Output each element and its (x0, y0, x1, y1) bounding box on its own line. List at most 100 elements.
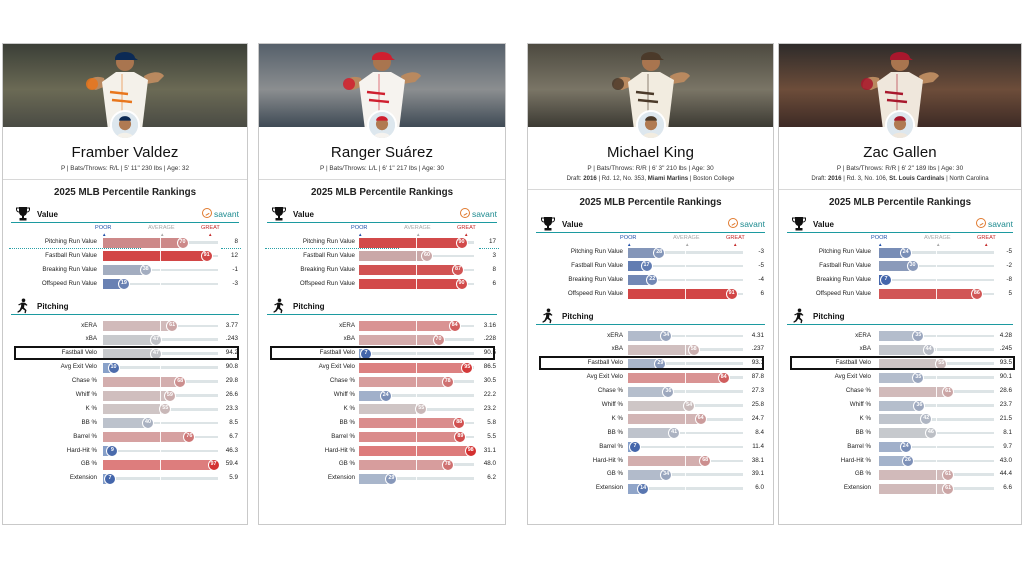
metric-row[interactable]: Pitching Run Value 90 17 (259, 235, 505, 249)
metric-row[interactable]: Fastball Velo 47 94.2 (3, 346, 247, 361)
metric-row[interactable]: Pitching Run Value 24 -5 (779, 245, 1021, 259)
metric-row[interactable]: Fastball Velo 7 90.5 (259, 346, 505, 361)
percentile-bar (879, 331, 920, 342)
metric-row[interactable]: Chase % 78 30.5 (259, 374, 505, 388)
metric-row[interactable]: BB % 46 8.1 (779, 426, 1021, 440)
metric-row[interactable]: Fastball Run Value 17 -5 (528, 259, 773, 273)
metric-row[interactable]: BB % 41 8.4 (528, 426, 773, 440)
metric-row[interactable]: xBA 47 .243 (3, 332, 247, 346)
metric-row[interactable]: xERA 61 3.77 (3, 319, 247, 333)
percentile-badge: 42 (920, 413, 933, 426)
metric-row[interactable]: Hard-Hit % 98 31.1 (259, 444, 505, 458)
average-line (160, 473, 161, 485)
metric-row[interactable]: Offspeed Run Value 86 5 (779, 287, 1021, 301)
metric-label: K % (85, 404, 97, 412)
metric-value: 24.7 (751, 414, 764, 422)
metric-row[interactable]: Hard-Hit % 9 46.3 (3, 444, 247, 458)
metric-row[interactable]: K % 55 23.2 (259, 402, 505, 416)
metric-row[interactable]: xBA 44 .245 (779, 342, 1021, 356)
metric-row[interactable]: Offspeed Run Value 19 -3 (3, 277, 247, 291)
metric-label: GB % (606, 470, 623, 478)
metric-row[interactable]: Avg Exit Velo 84 87.8 (528, 370, 773, 384)
metric-row[interactable]: Extension 7 5.9 (3, 471, 247, 485)
metric-label: Barrel % (331, 432, 355, 440)
percentile-badge: 70 (176, 236, 189, 249)
metric-row[interactable]: Whiff % 54 25.8 (528, 398, 773, 412)
metric-row[interactable]: GB % 61 44.4 (779, 467, 1021, 481)
metric-row[interactable]: Fastball Run Value 30 -2 (779, 259, 1021, 273)
percentile-badge: 36 (662, 385, 675, 398)
metric-row[interactable]: xERA 34 4.31 (528, 329, 773, 343)
pitcher-figure (339, 48, 425, 127)
scale-avg-label: AVERAGE ▲ (673, 235, 700, 247)
metric-row[interactable]: Barrel % 7 11.4 (528, 440, 773, 454)
metric-row[interactable]: xBA 70 .228 (259, 332, 505, 346)
metric-label: BB % (855, 428, 871, 436)
metric-row[interactable]: Breaking Run Value 87 8 (259, 263, 505, 277)
metric-row[interactable]: K % 55 23.3 (3, 402, 247, 416)
savant-logo[interactable]: savant (459, 208, 497, 219)
metric-row[interactable]: Breaking Run Value 22 -4 (528, 273, 773, 287)
metric-row[interactable]: Chase % 68 29.8 (3, 374, 247, 388)
metric-row[interactable]: Hard-Hit % 26 43.0 (779, 454, 1021, 468)
metric-row[interactable]: Pitching Run Value 70 8 (3, 235, 247, 249)
metric-row[interactable]: Extension 61 6.6 (779, 481, 1021, 495)
savant-logo[interactable]: savant (727, 218, 765, 229)
average-line (160, 390, 161, 402)
average-line (685, 386, 686, 398)
metric-row[interactable]: BB % 40 8.5 (3, 416, 247, 430)
percentile-badge: 59 (163, 389, 176, 402)
metric-row[interactable]: Avg Exit Velo 95 86.5 (259, 360, 505, 374)
metric-row[interactable]: Chase % 36 27.3 (528, 384, 773, 398)
metric-label: Whiff % (601, 401, 623, 409)
metric-row[interactable]: GB % 78 48.0 (259, 457, 505, 471)
metric-row[interactable]: Whiff % 36 23.7 (779, 398, 1021, 412)
metric-row[interactable]: xERA 84 3.16 (259, 319, 505, 333)
metric-row[interactable]: Offspeed Run Value 91 6 (528, 287, 773, 301)
metric-row[interactable]: Breaking Run Value 38 -1 (3, 263, 247, 277)
percentile-bar (879, 414, 928, 425)
metric-row[interactable]: Pitching Run Value 28 -3 (528, 245, 773, 259)
metric-row[interactable]: Fastball Run Value 60 3 (259, 249, 505, 263)
metric-row[interactable]: Breaking Run Value 7 -8 (779, 273, 1021, 287)
metric-row[interactable]: Offspeed Run Value 90 6 (259, 277, 505, 291)
metric-row[interactable]: Chase % 61 28.6 (779, 384, 1021, 398)
percentile-badge: 26 (901, 455, 914, 468)
section-divider (779, 189, 1021, 190)
metric-row[interactable]: Barrel % 89 5.5 (259, 430, 505, 444)
percentile-bar (359, 390, 387, 401)
metric-row[interactable]: Extension 14 6.0 (528, 481, 773, 495)
metric-row[interactable]: Hard-Hit % 68 38.1 (528, 454, 773, 468)
scale-great-label: GREAT ▲ (726, 235, 745, 247)
scale-poor-label: POOR ▲ (95, 225, 112, 237)
metric-row[interactable]: Extension 29 6.2 (259, 471, 505, 485)
average-line (416, 264, 417, 276)
metric-row[interactable]: Barrel % 24 9.7 (779, 440, 1021, 454)
metric-row[interactable]: Barrel % 76 6.7 (3, 430, 247, 444)
metric-row[interactable]: Fastball Velo 55 93.5 (779, 356, 1021, 371)
metric-value: .245 (999, 345, 1012, 353)
metric-row[interactable]: K % 42 21.5 (779, 412, 1021, 426)
metric-row[interactable]: Avg Exit Velo 35 90.1 (779, 370, 1021, 384)
metric-row[interactable]: xBA 58 .237 (528, 342, 773, 356)
savant-logo[interactable]: savant (201, 208, 239, 219)
metric-row[interactable]: BB % 88 5.8 (259, 416, 505, 430)
metric-label: Avg Exit Velo (586, 373, 623, 381)
value-section-header: Value savant (267, 206, 497, 223)
average-line (685, 330, 686, 342)
metric-row[interactable]: K % 64 24.7 (528, 412, 773, 426)
metric-row[interactable]: Fastball Run Value 91 12 (3, 249, 247, 263)
percentile-bar (879, 261, 914, 272)
metric-row[interactable]: Whiff % 24 22.2 (259, 388, 505, 402)
savant-logo[interactable]: savant (975, 218, 1013, 229)
metric-row[interactable]: Avg Exit Velo 10 90.8 (3, 360, 247, 374)
value-section-label: Value (813, 220, 834, 229)
metric-row[interactable]: Fastball Velo 29 93.1 (528, 356, 773, 371)
metric-row[interactable]: xERA 35 4.28 (779, 329, 1021, 343)
percentile-badge: 44 (922, 343, 935, 356)
metric-row[interactable]: GB % 34 39.1 (528, 467, 773, 481)
scale-great-label: GREAT ▲ (201, 225, 220, 237)
percentile-badge: 61 (166, 320, 179, 333)
metric-row[interactable]: Whiff % 59 26.6 (3, 388, 247, 402)
metric-row[interactable]: GB % 97 59.4 (3, 457, 247, 471)
